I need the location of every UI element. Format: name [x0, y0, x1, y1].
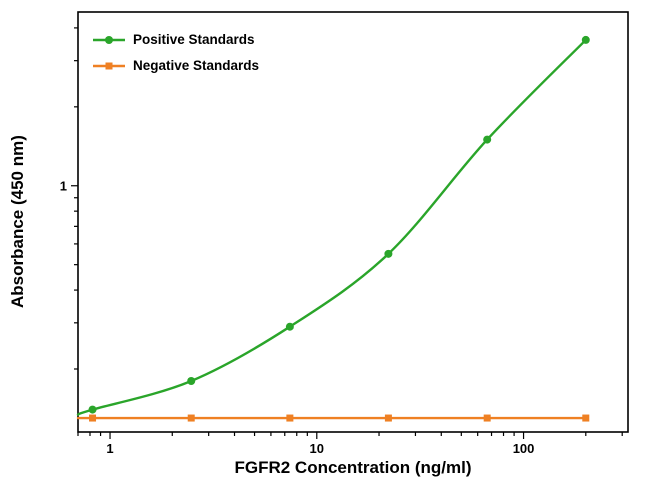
- x-tick-label: 1: [106, 441, 113, 456]
- data-point: [187, 414, 195, 422]
- data-point: [582, 414, 590, 422]
- y-axis-ticks: [71, 27, 78, 370]
- data-point: [581, 35, 590, 44]
- legend-item-negative: Negative Standards: [92, 58, 259, 73]
- negative-standards-markers: [89, 414, 590, 422]
- data-point: [89, 414, 97, 422]
- x-tick-label: 100: [513, 441, 535, 456]
- data-point: [384, 414, 392, 422]
- data-point: [88, 405, 97, 414]
- data-point: [187, 376, 196, 385]
- legend-item-positive: Positive Standards: [92, 32, 259, 47]
- y-tick-label: 1: [60, 178, 67, 193]
- y-axis-title: Absorbance (450 nm): [8, 135, 27, 309]
- data-point: [483, 414, 491, 422]
- x-axis-ticks: [77, 432, 623, 439]
- legend-label-positive: Positive Standards: [133, 32, 255, 47]
- plot-frame: [77, 11, 629, 433]
- positive-standards-markers: [88, 35, 590, 414]
- positive-standards-swatch-icon: [93, 35, 125, 44]
- data-point: [483, 135, 492, 144]
- data-point: [384, 249, 393, 258]
- data-point: [286, 414, 294, 422]
- negative-standards-swatch-icon: [93, 62, 125, 69]
- legend-label-negative: Negative Standards: [133, 58, 260, 73]
- x-tick-label: 10: [310, 441, 324, 456]
- legend: Positive Standards Negative Standards: [92, 32, 259, 73]
- x-axis-title: FGFR2 Concentration (ng/ml): [234, 458, 472, 477]
- positive-standards-curve: [76, 38, 587, 416]
- data-point: [285, 322, 294, 331]
